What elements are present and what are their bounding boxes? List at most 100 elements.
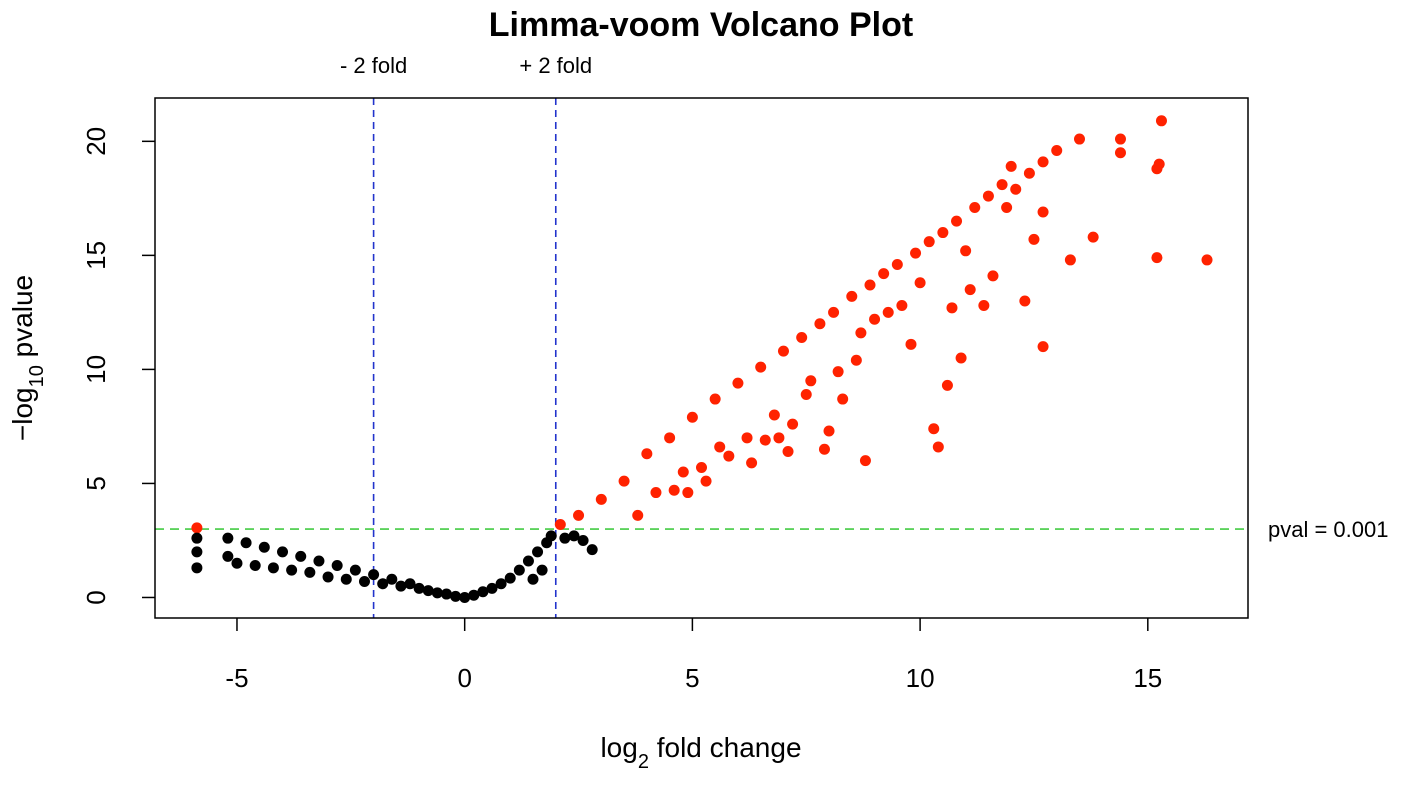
- point-s1-52: [928, 423, 940, 435]
- point-s1-85: [1201, 254, 1213, 266]
- fold-line-label-2: + 2 fold: [519, 53, 592, 78]
- point-s2-6: [231, 557, 243, 569]
- fold-line-label-1: - 2 fold: [340, 53, 407, 78]
- point-s1-65: [996, 179, 1008, 191]
- point-s2-3: [191, 532, 203, 544]
- point-s1-21: [746, 457, 758, 469]
- point-s1-44: [878, 268, 890, 280]
- point-s2-23: [386, 573, 398, 585]
- point-s1-58: [955, 352, 967, 364]
- point-s1-30: [800, 388, 812, 400]
- point-s1-17: [714, 441, 726, 453]
- point-s2-32: [468, 589, 480, 601]
- point-s1-20: [741, 432, 753, 444]
- point-s1-26: [777, 345, 789, 357]
- point-s1-8: [650, 487, 662, 499]
- point-s2-14: [304, 566, 316, 578]
- point-s1-78: [1087, 231, 1099, 243]
- point-s2-22: [377, 578, 389, 590]
- point-s1-50: [914, 277, 926, 289]
- point-s1-13: [686, 411, 698, 423]
- point-s1-10: [668, 484, 680, 496]
- point-s1-28: [787, 418, 799, 430]
- point-s2-39: [532, 546, 544, 558]
- point-s2-2: [191, 546, 203, 558]
- point-s1-1: [191, 522, 203, 534]
- axes: -5 0 5 10 15 0 5 10 15 20: [81, 127, 1162, 693]
- point-s1-12: [682, 487, 694, 499]
- point-s1-68: [1010, 183, 1022, 195]
- point-s2-5: [222, 532, 234, 544]
- point-s1-60: [964, 284, 976, 296]
- point-s1-37: [837, 393, 849, 405]
- x-tick-label-4: 10: [906, 663, 935, 693]
- point-s1-15: [700, 475, 712, 487]
- x-tick-label-2: 0: [457, 663, 471, 693]
- point-s1-18: [723, 450, 735, 462]
- point-s2-27: [422, 585, 434, 597]
- point-s1-3: [573, 509, 585, 521]
- point-s2-15: [313, 555, 325, 567]
- chart-title: Limma-voom Volcano Plot: [489, 6, 913, 44]
- point-s1-24: [768, 409, 780, 421]
- point-s1-67: [1005, 160, 1017, 172]
- point-s1-74: [1037, 341, 1049, 353]
- point-s1-49: [910, 247, 922, 259]
- point-s2-34: [486, 582, 498, 594]
- point-s1-5: [618, 475, 630, 487]
- point-s2-29: [440, 588, 452, 600]
- point-s2-19: [349, 564, 361, 576]
- point-s2-33: [477, 586, 489, 598]
- point-s2-28: [431, 587, 443, 599]
- point-s1-51: [923, 236, 935, 248]
- y-tick-label-4: 15: [81, 241, 111, 270]
- point-s1-64: [987, 270, 999, 282]
- point-s1-46: [891, 258, 903, 270]
- point-s2-20: [358, 576, 370, 588]
- point-s1-47: [896, 300, 908, 312]
- point-s2-46: [577, 534, 589, 546]
- point-s1-19: [732, 377, 744, 389]
- point-s1-77: [1073, 133, 1085, 145]
- point-s1-2: [554, 518, 566, 530]
- point-s1-76: [1064, 254, 1076, 266]
- x-tick-label-1: -5: [225, 663, 248, 693]
- point-s1-80: [1114, 147, 1126, 159]
- point-s2-21: [368, 569, 380, 581]
- point-s1-7: [641, 448, 653, 460]
- point-s1-36: [832, 366, 844, 378]
- point-s2-12: [286, 564, 298, 576]
- point-s2-17: [331, 560, 343, 572]
- x-tick-label-5: 15: [1133, 663, 1162, 693]
- point-s1-63: [982, 190, 994, 202]
- point-s1-61: [969, 201, 981, 213]
- point-s2-13: [295, 550, 307, 562]
- point-s1-16: [709, 393, 721, 405]
- point-s1-42: [864, 279, 876, 291]
- point-s1-11: [677, 466, 689, 478]
- point-s1-29: [796, 331, 808, 343]
- point-s1-14: [696, 461, 707, 473]
- point-s2-7: [240, 537, 252, 549]
- y-tick-label-2: 5: [81, 476, 111, 490]
- point-s1-66: [1001, 201, 1013, 213]
- point-s1-34: [823, 425, 835, 437]
- point-s1-23: [759, 434, 771, 446]
- point-s1-62: [978, 300, 990, 312]
- point-s1-43: [869, 313, 881, 325]
- point-s1-40: [855, 327, 867, 339]
- pval-threshold-label: pval = 0.001: [1268, 517, 1388, 542]
- y-axis-label: −log10 pvalue: [7, 275, 48, 441]
- x-axis-label: log2 fold change: [600, 732, 801, 773]
- point-s1-79: [1114, 133, 1126, 145]
- point-s2-18: [340, 573, 352, 585]
- y-tick-label-1: 0: [81, 590, 111, 604]
- point-s1-53: [932, 441, 944, 453]
- point-s2-37: [513, 564, 525, 576]
- point-s2-9: [258, 541, 270, 553]
- point-s1-9: [664, 432, 676, 444]
- point-s2-35: [495, 578, 507, 590]
- point-s2-8: [249, 560, 261, 572]
- point-s1-38: [846, 290, 858, 302]
- point-s1-69: [1019, 295, 1031, 307]
